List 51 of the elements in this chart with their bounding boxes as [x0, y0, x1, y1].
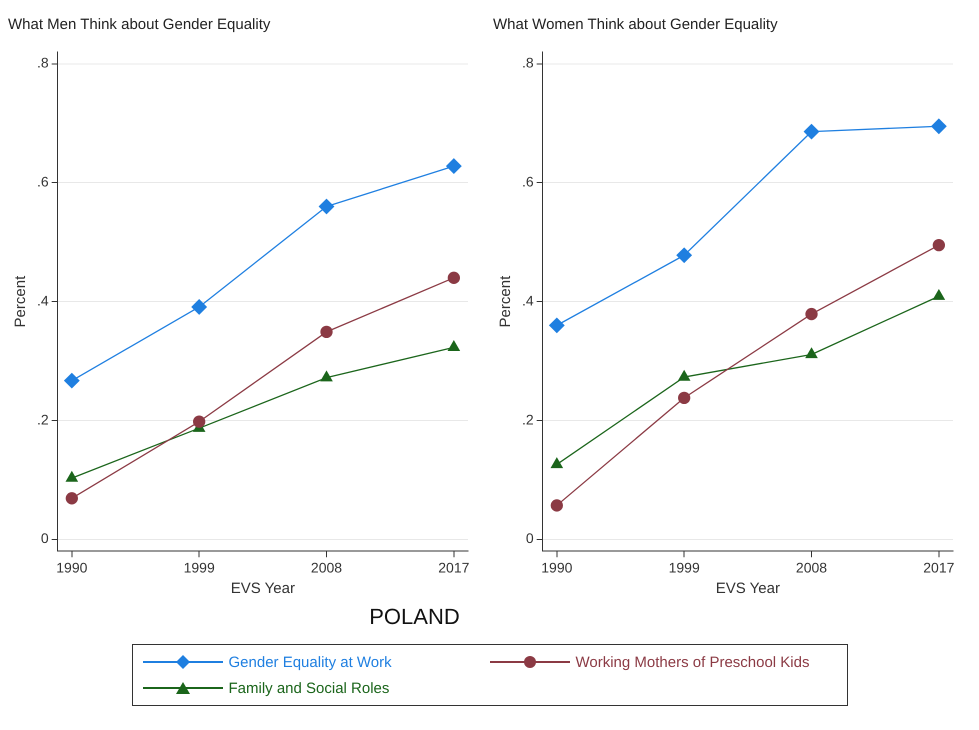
point: [804, 124, 820, 140]
text: Family and Social Roles: [228, 680, 390, 696]
text: POLAND: [368, 604, 461, 630]
x-tick-label: 1990: [56, 559, 88, 576]
point: [550, 499, 563, 512]
point: [320, 326, 333, 338]
y-tick-label: .8: [36, 54, 49, 71]
x-tick-label: 2017: [923, 559, 955, 576]
point: [64, 372, 80, 388]
point: [193, 415, 206, 428]
y-axis-title: Percent: [497, 274, 514, 328]
x-tick-label: 1999: [668, 559, 700, 576]
point: [678, 392, 690, 404]
y-tick-label: .6: [36, 174, 49, 190]
point: [933, 290, 945, 300]
y-tick-label: .2: [36, 411, 49, 428]
text: Gender Equality at Work: [228, 654, 392, 670]
point: [448, 340, 460, 352]
x-tick-label: 1990: [541, 559, 573, 576]
y-tick-label: 0: [526, 530, 534, 546]
y-tick-label: .4: [36, 292, 49, 308]
point: [448, 272, 460, 284]
x-tick-label: 2008: [310, 559, 342, 576]
point: [192, 299, 207, 315]
y-tick-label: .6: [522, 174, 534, 190]
point: [320, 371, 332, 382]
point: [678, 370, 690, 381]
point: [932, 238, 945, 252]
point: [931, 118, 946, 134]
y-tick-label: .8: [522, 54, 534, 71]
point: [66, 471, 78, 482]
text: Working Mothers of Preschool Kids: [576, 654, 810, 670]
point: [550, 458, 563, 468]
x-tick-label: 1999: [184, 559, 215, 576]
x-axis-title: EVS Year: [716, 580, 780, 598]
point: [318, 198, 334, 214]
point: [805, 308, 818, 320]
chart-title: What Women Think about Gender Equality: [493, 16, 778, 34]
y-tick-label: .2: [522, 411, 534, 428]
y-tick-label: .4: [522, 292, 534, 308]
point: [806, 348, 818, 358]
x-axis-title: EVS Year: [230, 580, 295, 598]
y-axis-title: Percent: [12, 274, 30, 328]
x-tick-label: 2017: [438, 559, 470, 576]
point: [676, 248, 692, 263]
point: [446, 158, 462, 174]
y-tick-label: 0: [40, 530, 49, 546]
point: [66, 492, 78, 504]
chart-title: What Men Think about Gender Equality: [8, 16, 271, 34]
x-tick-label: 2008: [796, 559, 828, 576]
point: [549, 318, 564, 334]
